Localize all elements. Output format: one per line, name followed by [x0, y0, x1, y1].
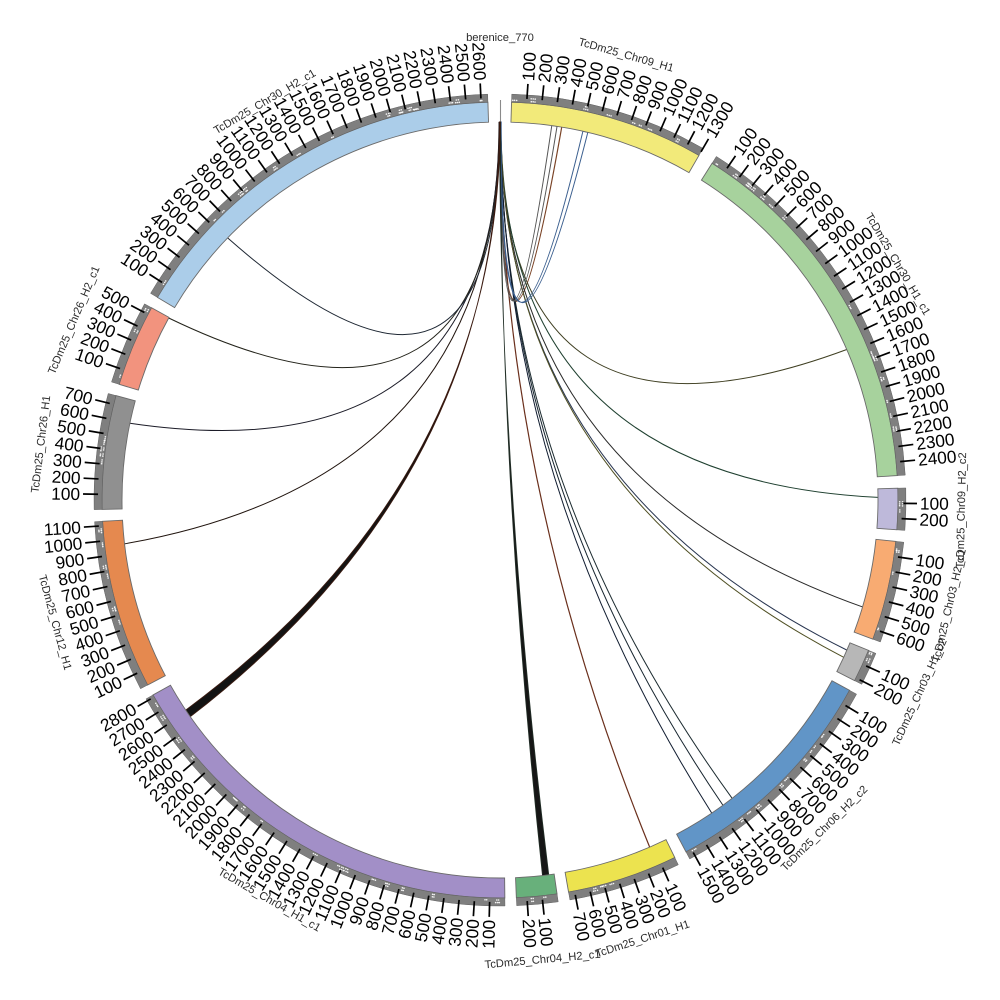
svg-text:100: 100 [534, 917, 557, 948]
svg-text:400: 400 [427, 914, 451, 945]
svg-text:2400: 2400 [434, 44, 459, 85]
svg-text:1000: 1000 [43, 533, 83, 557]
svg-text:900: 900 [54, 549, 85, 573]
svg-text:200: 200 [534, 53, 557, 84]
svg-text:2400: 2400 [917, 446, 957, 470]
svg-text:2600: 2600 [468, 42, 490, 81]
svg-text:200: 200 [461, 919, 483, 949]
svg-text:100: 100 [478, 920, 499, 949]
svg-text:100: 100 [518, 51, 540, 81]
svg-text:300: 300 [444, 917, 467, 948]
svg-text:1100: 1100 [43, 517, 81, 539]
svg-text:300: 300 [52, 450, 83, 473]
svg-text:100: 100 [51, 484, 80, 504]
svg-text:200: 200 [518, 918, 540, 948]
svg-text:TcDm25_Chr09_H2_c2: TcDm25_Chr09_H2_c2 [955, 452, 970, 569]
svg-text:200: 200 [919, 510, 949, 531]
svg-text:300: 300 [550, 54, 574, 85]
svg-text:berenice_770: berenice_770 [466, 32, 534, 44]
svg-text:200: 200 [51, 467, 81, 488]
svg-text:100: 100 [920, 494, 949, 514]
svg-text:500: 500 [56, 416, 88, 441]
svg-text:400: 400 [54, 433, 85, 457]
svg-text:2500: 2500 [451, 42, 474, 82]
svg-text:100: 100 [914, 550, 945, 574]
